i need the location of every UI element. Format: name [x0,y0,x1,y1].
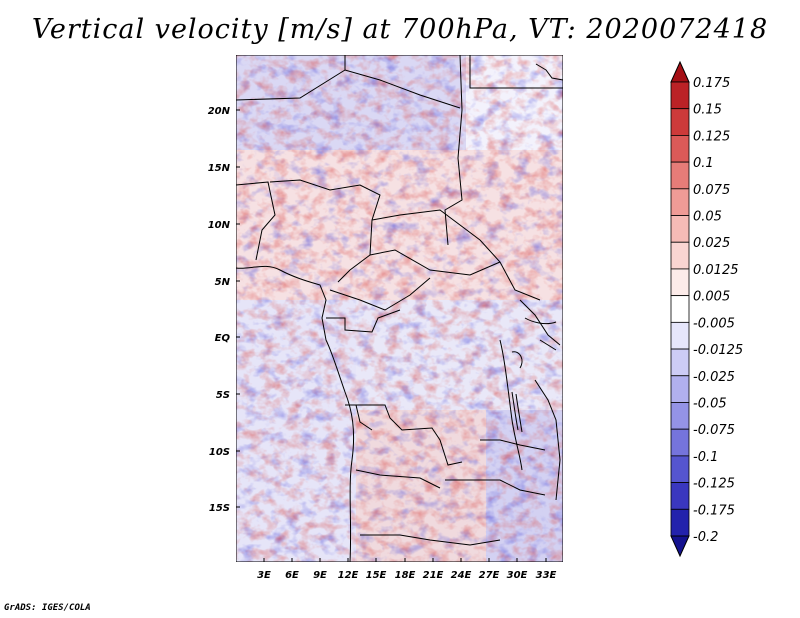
lon-label: 33E [536,570,557,581]
colorbar-label: -0.2 [693,530,718,545]
colorbar-swatch [670,215,690,243]
lat-label: 10S [209,447,230,458]
colorbar-swatch [670,455,690,483]
colorbar-swatch [670,482,690,510]
colorbar-label: 0.0125 [693,263,739,278]
colorbar-label: 0.025 [693,236,730,251]
colorbar-swatch [670,108,690,136]
colorbar-label: 0.005 [693,290,730,305]
colorbar-bottom-arrow [670,535,690,558]
colorbar-label: 0.05 [693,210,722,225]
country-borders [236,55,563,562]
colorbar-label: -0.025 [693,370,735,385]
lon-label: 24E [451,570,472,581]
longitude-axis: 3E 6E 9E 12E 15E 18E 21E 24E 27E 30E 33E [257,558,557,581]
colorbar-label: -0.075 [693,423,735,438]
colorbar-swatch [670,402,690,430]
map-plot-area [236,55,563,562]
lon-label: 27E [479,570,500,581]
colorbar-label: -0.175 [693,503,735,518]
colorbar-label: 0.15 [693,103,722,118]
lat-label: 15S [209,503,230,514]
colorbar-swatch [670,268,690,297]
colorbar-swatch [670,241,690,270]
colorbar-swatch [670,81,690,110]
lat-label: EQ [215,333,231,344]
colorbar-swatch [670,428,690,457]
lon-label: 21E [423,570,444,581]
colorbar-swatch [670,508,690,537]
colorbar-swatch [670,188,690,216]
colorbar-swatch [670,161,690,190]
lat-label: 20N [208,106,231,117]
latitude-axis: 20N 15N 10N 5N EQ 5S 10S 15S [208,106,240,514]
lon-label: 6E [285,570,299,581]
colorbar-swatch [670,135,690,163]
colorbar-label: 0.075 [693,183,730,198]
colorbar-label: -0.0125 [693,343,743,358]
lat-label: 5N [215,277,231,288]
lon-label: 30E [507,570,528,581]
lon-label: 12E [338,570,359,581]
lon-label: 15E [366,570,387,581]
colorbar-label: -0.05 [693,396,727,411]
lat-label: 15N [208,163,231,174]
colorbar: 0.175 0.15 0.125 0.1 0.075 0.05 0.025 0.0125 0.0… [670,60,743,558]
vertical-velocity-field [236,55,563,562]
colorbar-swatch [670,348,690,377]
colorbar-label: 0.175 [693,76,730,91]
colorbar-swatch [670,321,690,350]
colorbar-label: 0.125 [693,129,730,144]
colorbar-swatch [670,375,690,403]
colorbar-label: 0.1 [693,156,714,171]
lat-label: 5S [216,390,230,401]
colorbar-swatch [670,295,690,323]
lon-label: 3E [257,570,271,581]
colorbar-top-arrow [670,60,690,83]
grads-credit: GrADS: IGES/COLA [4,603,91,613]
chart-title: Vertical velocity [m/s] at 700hPa, VT: 2… [31,14,769,45]
lon-label: 9E [313,570,327,581]
colorbar-label: -0.125 [693,477,735,492]
lon-label: 18E [395,570,416,581]
colorbar-label: -0.1 [693,450,718,465]
colorbar-label: -0.005 [693,316,735,331]
lat-label: 10N [208,220,231,231]
